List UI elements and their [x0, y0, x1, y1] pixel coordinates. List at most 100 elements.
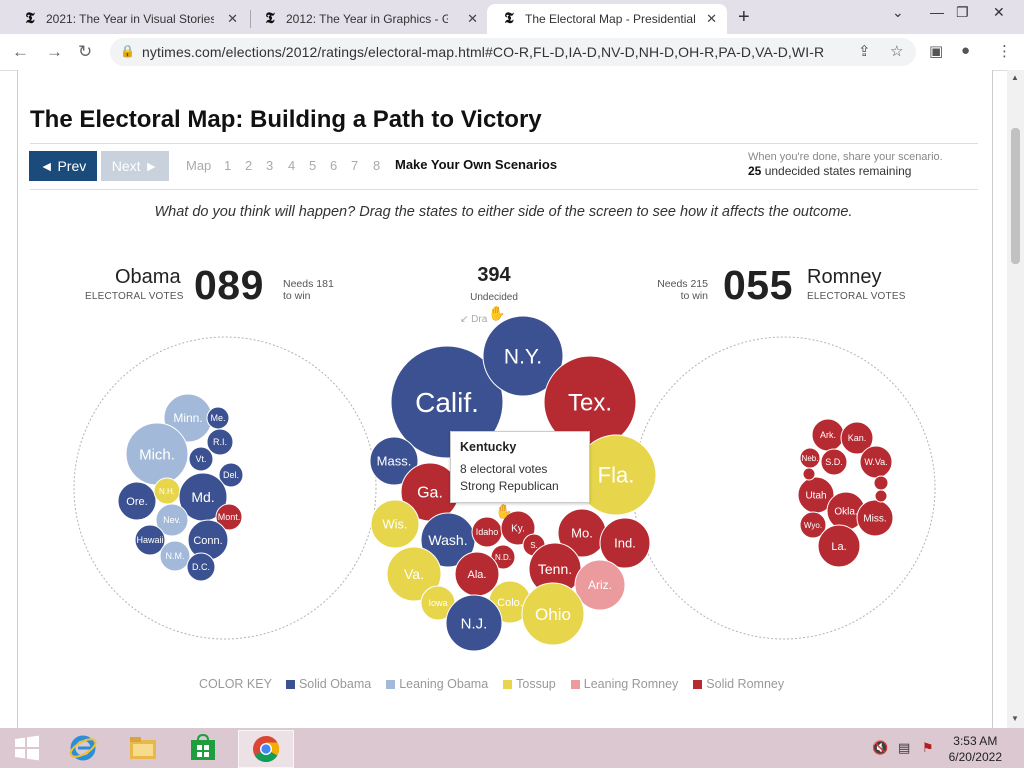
state-bubble-small[interactable] [874, 489, 888, 503]
state-bubble-nh[interactable]: N.H. [153, 477, 181, 505]
menu-kebab-icon[interactable]: ⋮ [997, 43, 1012, 60]
tab-search-icon[interactable]: ⌄ [892, 4, 904, 20]
tab-electoral-map[interactable]: 𝕿 The Electoral Map - Presidential E ✕ [487, 4, 727, 34]
state-bubble-calif[interactable]: Calif. [390, 345, 504, 459]
state-bubble-small[interactable] [802, 467, 816, 481]
bubble-circle[interactable] [445, 594, 503, 652]
step-1-link[interactable]: 1 [224, 158, 232, 173]
bubble-circle[interactable] [218, 462, 244, 488]
state-bubble-me[interactable]: Me. [206, 406, 230, 430]
share-icon[interactable]: ⇪ [858, 43, 871, 60]
state-bubble-wyo[interactable]: Wyo. [799, 511, 827, 539]
state-bubble-nm[interactable]: N.M. [159, 540, 191, 572]
taskbar-clock[interactable]: 3:53 AM 6/20/2022 [949, 733, 1002, 765]
action-center-icon[interactable]: ⚑ [922, 740, 934, 755]
back-icon[interactable]: ← [12, 42, 29, 61]
bubble-circle[interactable] [159, 540, 191, 572]
taskbar-store[interactable] [176, 730, 230, 766]
bubble-circle[interactable] [820, 448, 848, 476]
bubble-circle[interactable] [390, 345, 504, 459]
bubble-circle[interactable] [215, 503, 243, 531]
scrollbar-thumb[interactable] [1011, 128, 1020, 264]
state-bubble-mo[interactable]: Mo. [557, 508, 607, 558]
state-bubble-ala[interactable]: Ala. [454, 551, 500, 597]
state-bubble-md[interactable]: Md. [178, 472, 228, 522]
close-tab-icon[interactable]: ✕ [467, 11, 478, 26]
profile-avatar-icon[interactable]: ● [961, 42, 971, 59]
scroll-up-icon[interactable]: ▲ [1011, 73, 1019, 82]
network-icon[interactable]: ▤ [898, 740, 911, 755]
state-bubble-ariz[interactable]: Ariz. [574, 559, 626, 611]
start-button[interactable] [0, 730, 54, 766]
close-tab-icon[interactable]: ✕ [227, 11, 238, 26]
bubble-circle[interactable] [574, 559, 626, 611]
bubble-circle[interactable] [799, 511, 827, 539]
close-tab-icon[interactable]: ✕ [706, 11, 717, 26]
state-bubble-nev[interactable]: Nev. [155, 503, 189, 537]
state-bubble-sd[interactable]: S.D. [820, 448, 848, 476]
state-bubble-vt[interactable]: Vt. [188, 446, 214, 472]
state-bubble-ind[interactable]: Ind. [599, 517, 651, 569]
make-scenarios-link[interactable]: Make Your Own Scenarios [395, 157, 558, 172]
state-bubble-dc[interactable]: D.C. [186, 552, 216, 582]
address-bar[interactable]: 🔒 nytimes.com/elections/2012/ratings/ele… [110, 38, 916, 66]
bubble-circle[interactable] [206, 428, 234, 456]
state-bubble-mont[interactable]: Mont. [215, 503, 243, 531]
state-bubble-ore[interactable]: Ore. [117, 481, 157, 521]
side-panel-icon[interactable]: ▣ [929, 43, 944, 60]
state-bubble-idaho[interactable]: Idaho [471, 516, 503, 548]
bubble-circle[interactable] [386, 546, 442, 602]
bubble-circle[interactable] [521, 582, 585, 646]
bubble-circle[interactable] [856, 499, 894, 537]
tab-2021-year[interactable]: 𝕿 2021: The Year in Visual Stories a ✕ [8, 4, 248, 34]
restore-icon[interactable]: ❐ [956, 4, 969, 20]
state-bubble-nj[interactable]: N.J. [445, 594, 503, 652]
volume-muted-icon[interactable]: 🔇 [872, 740, 889, 755]
close-window-icon[interactable]: ✕ [993, 4, 1005, 20]
forward-icon[interactable]: → [46, 42, 63, 61]
state-bubble-ri[interactable]: R.I. [206, 428, 234, 456]
minimize-icon[interactable]: — [930, 4, 944, 20]
obama-drop-zone[interactable] [73, 336, 377, 640]
state-bubble-mass[interactable]: Mass. [369, 436, 419, 486]
bubble-circle[interactable] [840, 421, 874, 455]
bubble-circle[interactable] [186, 552, 216, 582]
bubble-circle[interactable] [155, 503, 189, 537]
scroll-down-icon[interactable]: ▼ [1011, 714, 1019, 723]
state-bubble-wva[interactable]: W.Va. [859, 445, 893, 479]
bubble-circle[interactable] [817, 524, 861, 568]
state-bubble-ny[interactable]: N.Y. [482, 315, 564, 397]
romney-drop-zone[interactable] [632, 336, 936, 640]
step-7-link[interactable]: 7 [351, 158, 359, 173]
bubble-circle[interactable] [117, 481, 157, 521]
step-2-link[interactable]: 2 [245, 158, 253, 173]
taskbar-file-explorer[interactable] [116, 730, 170, 766]
state-bubble-wis[interactable]: Wis. [370, 499, 420, 549]
step-5-link[interactable]: 5 [309, 158, 317, 173]
state-bubble-ark[interactable]: Ark. [811, 418, 845, 452]
state-bubble-kan[interactable]: Kan. [840, 421, 874, 455]
state-bubble-wash[interactable]: Wash. [420, 512, 476, 568]
state-bubble-miss[interactable]: Miss. [856, 499, 894, 537]
state-bubble-ohio[interactable]: Ohio [521, 582, 585, 646]
step-6-link[interactable]: 6 [330, 158, 338, 173]
taskbar-ie[interactable] [56, 730, 110, 766]
bubble-circle[interactable] [134, 524, 166, 556]
prev-button[interactable]: ◄ Prev [29, 151, 97, 181]
step-map-link[interactable]: Map [186, 158, 212, 173]
bubble-circle[interactable] [370, 499, 420, 549]
bookmark-star-icon[interactable]: ☆ [890, 43, 904, 60]
state-bubble-fla[interactable]: Fla. [575, 434, 657, 516]
state-bubble-neb[interactable]: Neb. [799, 447, 821, 469]
state-bubble-small[interactable] [873, 475, 889, 491]
step-3-link[interactable]: 3 [266, 158, 274, 173]
state-bubble-tex[interactable]: Tex. [543, 355, 637, 449]
scrollbar[interactable]: ▲ ▼ [1007, 70, 1024, 728]
state-bubble-la[interactable]: La. [817, 524, 861, 568]
reload-icon[interactable]: ↻ [78, 42, 93, 61]
taskbar-chrome[interactable] [238, 730, 294, 768]
state-bubble-nd[interactable]: N.D. [490, 544, 516, 570]
bubble-circle[interactable] [599, 517, 651, 569]
state-bubble-conn[interactable]: Conn. [187, 519, 229, 561]
state-bubble-del[interactable]: Del. [218, 462, 244, 488]
